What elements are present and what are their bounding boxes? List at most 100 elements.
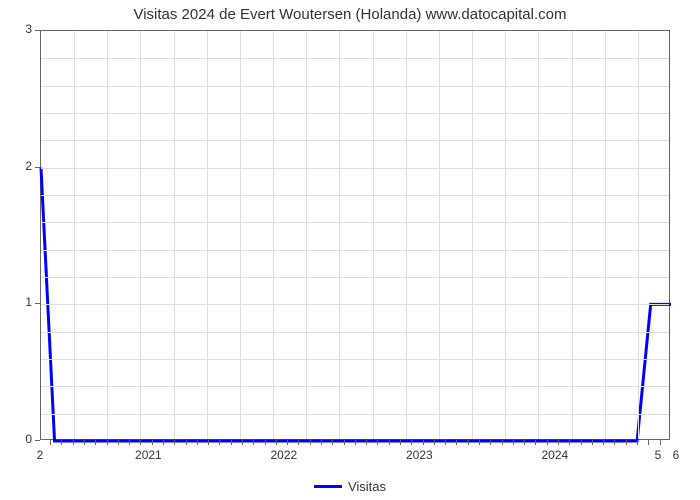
x-minor-tick — [242, 440, 243, 445]
x-minor-tick — [456, 440, 457, 445]
y-tick — [35, 167, 40, 168]
x-minor-tick — [50, 440, 51, 445]
grid-v — [439, 31, 440, 439]
y-tick — [35, 440, 40, 441]
x-minor-tick — [603, 440, 604, 445]
x-minor-tick — [366, 440, 367, 445]
x-minor-tick — [84, 440, 85, 445]
x-minor-tick — [569, 440, 570, 445]
x-minor-tick — [174, 440, 175, 445]
grid-h — [41, 140, 669, 141]
x-minor-tick — [502, 440, 503, 445]
x-minor-tick — [61, 440, 62, 445]
x-minor-tick — [445, 440, 446, 445]
x-minor-tick — [423, 440, 424, 445]
x-minor-tick — [197, 440, 198, 445]
x-minor-tick — [411, 440, 412, 445]
grid-v — [472, 31, 473, 439]
grid-v — [140, 31, 141, 439]
grid-h — [41, 168, 669, 169]
x-minor-tick — [592, 440, 593, 445]
x-minor-tick — [547, 440, 548, 445]
x-minor-tick — [231, 440, 232, 445]
grid-v — [638, 31, 639, 439]
grid-h — [41, 195, 669, 196]
grid-v — [174, 31, 175, 439]
grid-h — [41, 386, 669, 387]
x-minor-tick — [310, 440, 311, 445]
x-minor-tick — [389, 440, 390, 445]
x-tick-label: 2024 — [541, 448, 568, 462]
x-minor-tick — [208, 440, 209, 445]
grid-h — [41, 250, 669, 251]
x-minor-tick — [152, 440, 153, 445]
x-minor-tick — [400, 440, 401, 445]
data-line — [41, 31, 671, 441]
y-tick — [35, 30, 40, 31]
legend-swatch — [314, 485, 342, 488]
grid-h — [41, 113, 669, 114]
grid-v — [240, 31, 241, 439]
x-minor-tick — [614, 440, 615, 445]
x-minor-tick — [321, 440, 322, 445]
y-tick-label: 3 — [2, 22, 32, 36]
x-minor-tick — [107, 440, 108, 445]
grid-v — [74, 31, 75, 439]
x-edge-left-label: 2 — [37, 448, 44, 462]
y-tick-label: 0 — [2, 432, 32, 446]
x-minor-tick — [626, 440, 627, 445]
x-minor-tick — [73, 440, 74, 445]
x-minor-tick — [186, 440, 187, 445]
grid-v — [273, 31, 274, 439]
x-minor-tick — [558, 440, 559, 445]
x-minor-tick — [163, 440, 164, 445]
x-minor-tick — [298, 440, 299, 445]
x-minor-tick — [265, 440, 266, 445]
x-minor-tick — [95, 440, 96, 445]
y-tick-label: 1 — [2, 295, 32, 309]
chart-title: Visitas 2024 de Evert Woutersen (Holanda… — [0, 6, 700, 23]
grid-v — [406, 31, 407, 439]
grid-v — [339, 31, 340, 439]
grid-h — [41, 414, 669, 415]
grid-h — [41, 86, 669, 87]
x-minor-tick — [490, 440, 491, 445]
x-minor-tick — [513, 440, 514, 445]
grid-v — [538, 31, 539, 439]
x-minor-tick — [377, 440, 378, 445]
x-edge-right-label: 6 — [673, 448, 680, 462]
y-tick — [35, 303, 40, 304]
grid-h — [41, 332, 669, 333]
x-tick-label: 2022 — [271, 448, 298, 462]
y-tick-label: 2 — [2, 159, 32, 173]
x-minor-tick — [140, 440, 141, 445]
x-minor-tick — [118, 440, 119, 445]
legend: Visitas — [0, 478, 700, 494]
x-tick-label: 2021 — [135, 448, 162, 462]
grid-v — [373, 31, 374, 439]
plot-area — [40, 30, 670, 440]
legend-label: Visitas — [348, 479, 386, 494]
grid-v — [306, 31, 307, 439]
x-edge-right-label: 5 — [655, 448, 662, 462]
x-minor-tick — [355, 440, 356, 445]
x-minor-tick — [660, 440, 661, 445]
grid-h — [41, 277, 669, 278]
x-minor-tick — [276, 440, 277, 445]
grid-h — [41, 304, 669, 305]
x-minor-tick — [434, 440, 435, 445]
x-minor-tick — [332, 440, 333, 445]
x-minor-tick — [468, 440, 469, 445]
grid-h — [41, 58, 669, 59]
x-minor-tick — [129, 440, 130, 445]
x-minor-tick — [287, 440, 288, 445]
x-minor-tick — [344, 440, 345, 445]
grid-v — [572, 31, 573, 439]
grid-v — [207, 31, 208, 439]
x-minor-tick — [581, 440, 582, 445]
grid-h — [41, 222, 669, 223]
x-minor-tick — [479, 440, 480, 445]
x-minor-tick — [524, 440, 525, 445]
x-minor-tick — [648, 440, 649, 445]
x-tick-label: 2023 — [406, 448, 433, 462]
